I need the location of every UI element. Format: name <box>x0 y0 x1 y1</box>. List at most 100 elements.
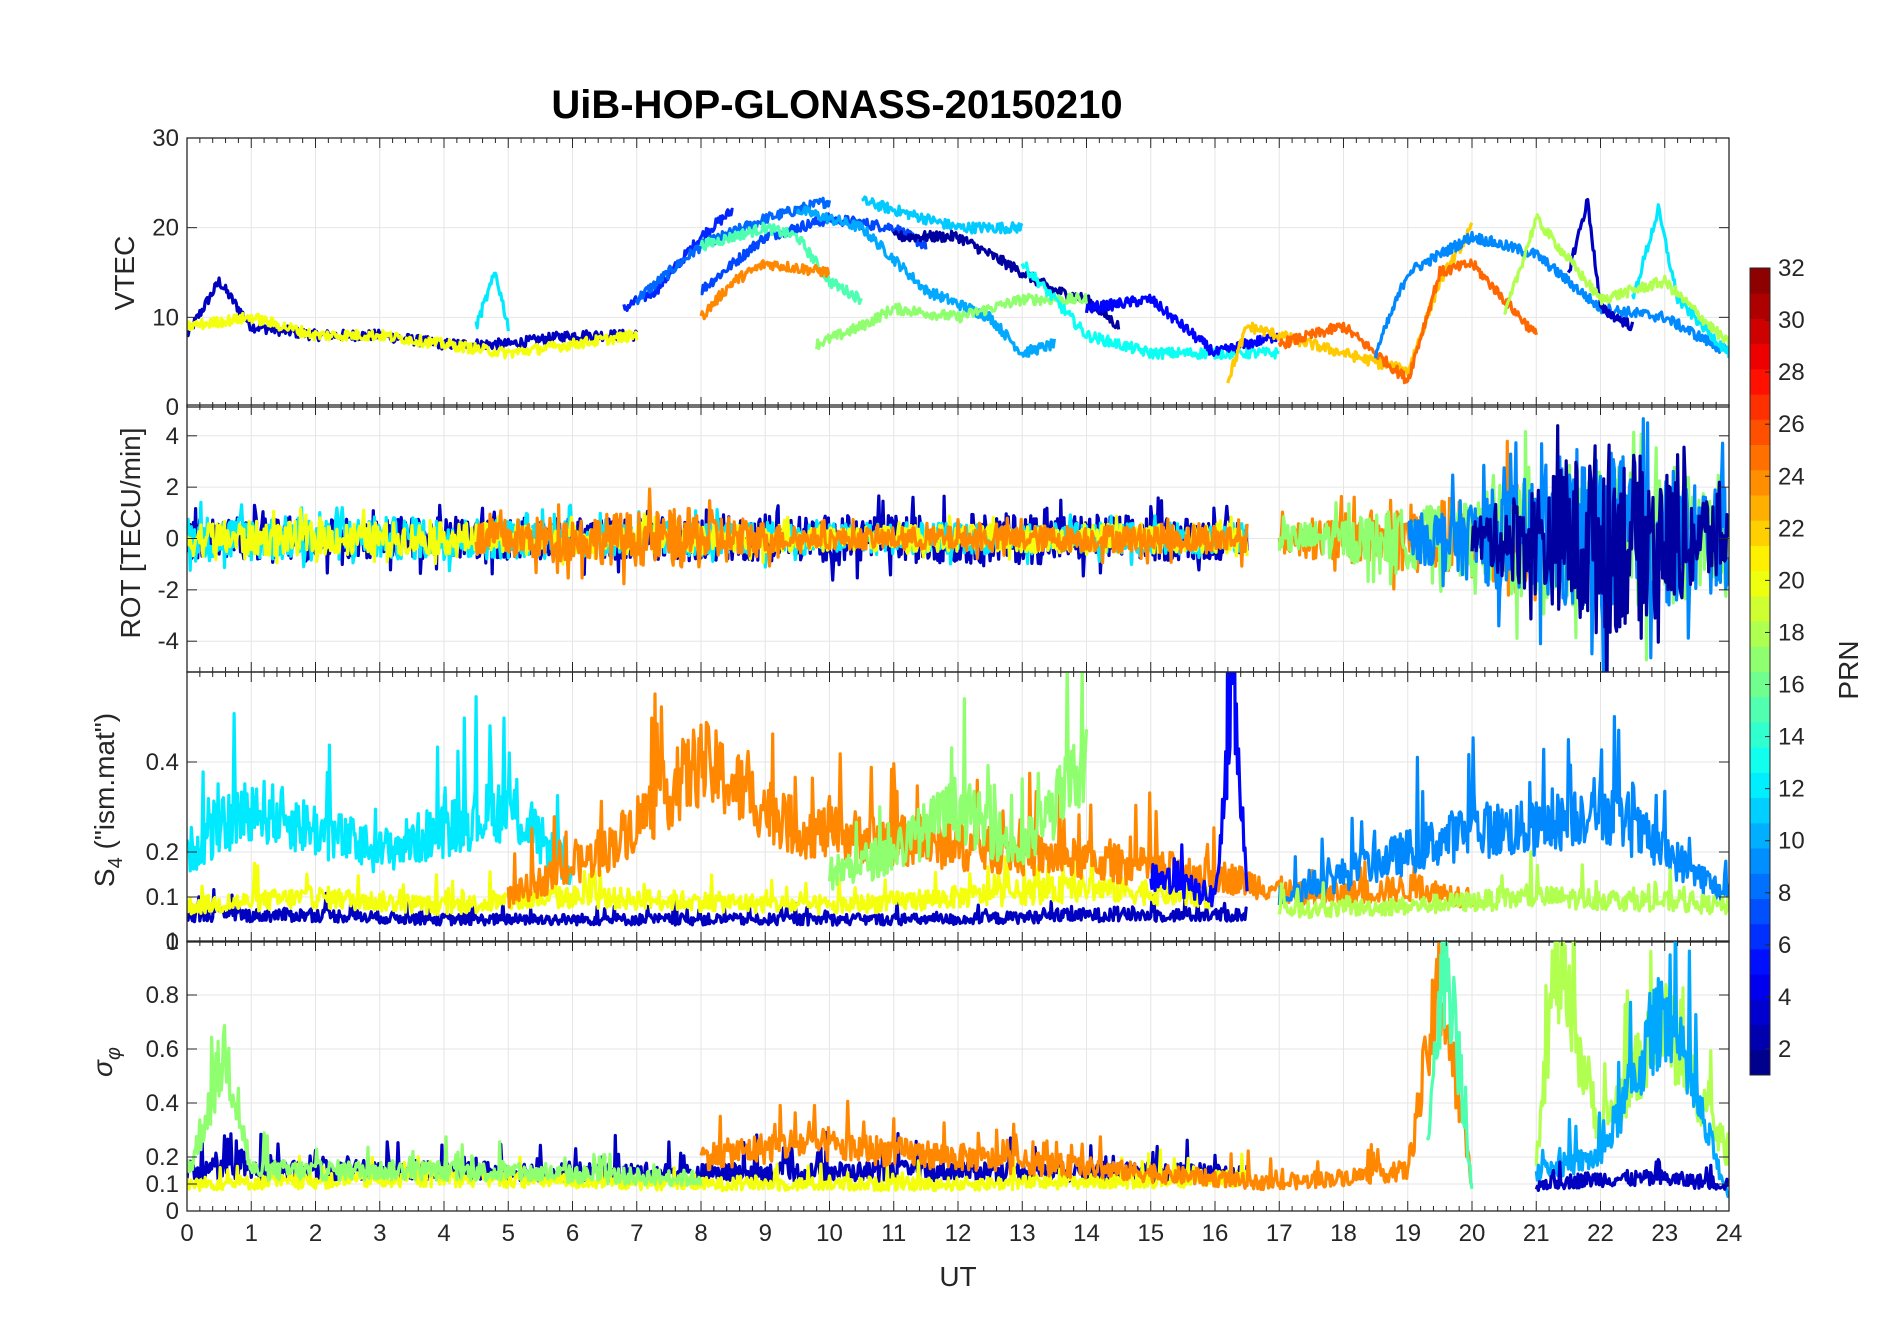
sigma-series-prn-15 <box>1425 941 1474 1190</box>
colorbar-tick-label: 12 <box>1778 776 1805 803</box>
rot-series-prn-2 <box>1470 424 1729 672</box>
vtec-series-prn-18 <box>1502 213 1729 347</box>
x-tick-label: 5 <box>502 1220 515 1247</box>
sigma-series-prn-17 <box>187 1023 703 1188</box>
x-tick-label: 12 <box>945 1220 972 1247</box>
colorbar-label: PRN <box>1833 640 1864 699</box>
x-tick-label: 13 <box>1009 1220 1036 1247</box>
colorbar-tick-label: 24 <box>1778 463 1805 490</box>
x-tick-label: 17 <box>1266 1220 1293 1247</box>
s4-y-tick-label: 0 <box>166 929 179 956</box>
colorbar-tick-label: 8 <box>1778 880 1791 907</box>
x-tick-label: 23 <box>1651 1220 1678 1247</box>
vtec-ylabel: VTEC <box>109 236 140 311</box>
sigma-y-tick-label: 0.6 <box>146 1036 179 1063</box>
colorbar-segment <box>1750 621 1770 647</box>
x-tick-label: 15 <box>1137 1220 1164 1247</box>
colorbar-segment <box>1750 822 1770 849</box>
colorbar-tick-label: 22 <box>1778 515 1805 542</box>
x-tick-label: 2 <box>309 1220 322 1247</box>
x-tick-label: 7 <box>630 1220 643 1247</box>
rot-y-tick-label: -2 <box>158 577 179 604</box>
sigma-y-tick-label: 0.4 <box>146 1090 179 1117</box>
vtec-y-tick-label: 0 <box>166 394 179 421</box>
colorbar-tick-label: 10 <box>1778 828 1805 855</box>
vtec-series-prn-24 <box>699 259 831 321</box>
colorbar-segment <box>1750 772 1770 799</box>
x-tick-label: 19 <box>1394 1220 1421 1247</box>
sigma-series-group <box>187 941 1729 1199</box>
vtec-series-prn-3 <box>1566 197 1635 332</box>
colorbar-tick-label: 32 <box>1778 255 1805 282</box>
colorbar-segment <box>1750 545 1770 572</box>
colorbar-tick-label: 20 <box>1778 567 1805 594</box>
colorbar-tick-label: 28 <box>1778 359 1805 386</box>
rot-panel: -4 -2 0 2 4 <box>158 404 1730 673</box>
rot-y-tick-label: 2 <box>166 474 179 501</box>
sigma-phi-panel: 00.10.20.40.60.810 1 2 3 4 5 6 7 8 9 10 11 12 13 14 15 1… <box>146 928 1743 1247</box>
s4-series-prn-20 <box>187 845 1217 917</box>
vtec-y-tick-label: 20 <box>152 215 179 242</box>
x-tick-label: 21 <box>1523 1220 1550 1247</box>
colorbar-segment <box>1750 520 1770 546</box>
x-tick-label: 18 <box>1330 1220 1357 1247</box>
colorbar-segment <box>1750 368 1770 395</box>
rot-y-tick-label: 0 <box>166 526 179 553</box>
colorbar-segment <box>1750 948 1770 975</box>
x-tick-label: 16 <box>1202 1220 1229 1247</box>
colorbar-segment <box>1750 1049 1770 1076</box>
colorbar-segment <box>1750 873 1770 899</box>
rot-ylabel: ROT [TECU/min] <box>115 427 146 638</box>
colorbar-segment <box>1750 747 1770 773</box>
colorbar-segment <box>1750 671 1770 698</box>
colorbar-segment <box>1750 595 1770 622</box>
vtec-series-prn-10 <box>795 205 1056 358</box>
sigma-series-prn-3 <box>1534 1157 1729 1193</box>
colorbar-segment <box>1750 999 1770 1026</box>
colorbar-frame <box>1749 267 1771 1076</box>
colorbar-segment <box>1750 923 1770 950</box>
x-tick-label: 4 <box>437 1220 450 1247</box>
s4-series-prn-9 <box>1277 714 1729 906</box>
vtec-series-prn-2 <box>892 229 1121 330</box>
x-tick-label: 14 <box>1073 1220 1100 1247</box>
s4-series-prn-17 <box>827 672 1089 891</box>
colorbar-tick-label: 18 <box>1778 619 1805 646</box>
vtec-series-prn-8 <box>635 196 832 306</box>
vtec-series-group <box>187 195 1729 385</box>
vtec-series-prn-12 <box>1631 203 1729 359</box>
colorbar-segment <box>1750 696 1770 723</box>
figure-title: UiB-HOP-GLONASS-20150210 <box>551 83 1122 127</box>
vtec-y-tick-label: 10 <box>152 304 179 331</box>
vtec-series-prn-7 <box>700 212 928 296</box>
s4-series-prn-12 <box>187 695 575 886</box>
x-tick-label: 6 <box>566 1220 579 1247</box>
colorbar-segment <box>1750 444 1770 471</box>
s4-y-tick-label: 0.1 <box>146 884 179 911</box>
vtec-series-prn-15 <box>699 221 863 306</box>
sigma-y-tick-label: 0.2 <box>146 1144 179 1171</box>
colorbar-segment <box>1750 293 1770 319</box>
s4-series-prn-5 <box>1149 672 1249 908</box>
s4-series-prn-18 <box>1277 850 1729 920</box>
colorbar-segment <box>1750 646 1770 672</box>
s4-y-tick-label: 0.4 <box>146 749 179 776</box>
sigma-y-tick-label: 0.1 <box>146 1171 179 1198</box>
s4-y-tick-label: 0.2 <box>146 839 179 866</box>
s4-ylabel-rest: ("ism.mat") <box>89 713 120 857</box>
vtec-series-prn-5 <box>1084 293 1281 357</box>
x-tick-label: 20 <box>1459 1220 1486 1247</box>
x-tick-label: 1 <box>245 1220 258 1247</box>
colorbar-segment <box>1750 570 1770 597</box>
colorbar-segment <box>1750 469 1770 496</box>
colorbar-segment <box>1750 974 1770 1000</box>
sigma-phi-ylabel-sub: φ <box>103 1047 125 1060</box>
colorbar-segment <box>1750 721 1770 748</box>
vtec-y-tick-label: 30 <box>152 125 179 152</box>
colorbar-segment <box>1750 797 1770 824</box>
colorbar-tick-label: 6 <box>1778 932 1791 959</box>
colorbar-tick-label: 14 <box>1778 724 1805 751</box>
